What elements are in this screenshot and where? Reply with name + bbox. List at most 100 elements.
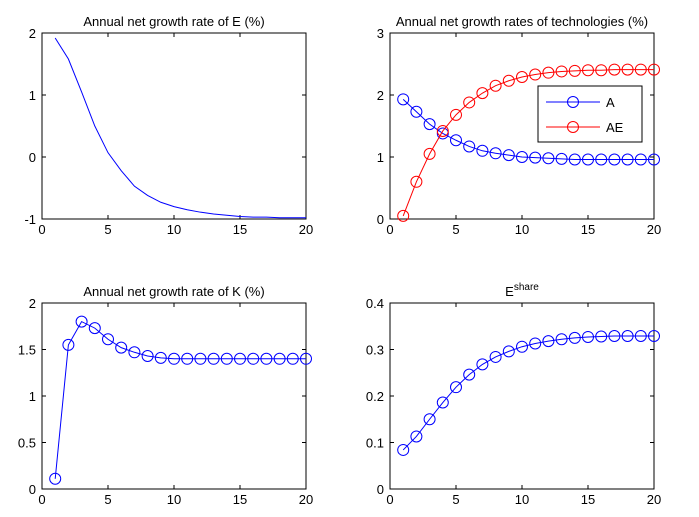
data-point (634, 153, 647, 166)
data-point (154, 351, 167, 364)
data-point (194, 352, 207, 365)
data-point (75, 315, 88, 328)
data-point (423, 118, 436, 131)
data-point (450, 108, 462, 121)
x-tick-label: 20 (299, 492, 313, 507)
data-point (542, 66, 555, 79)
y-tick-label: 0 (377, 212, 384, 227)
x-tick-label: 10 (167, 492, 181, 507)
data-point (608, 153, 621, 166)
y-tick-label: 1 (377, 150, 384, 165)
x-tick-label: 0 (386, 492, 393, 507)
data-point (397, 93, 410, 106)
data-point (529, 337, 542, 350)
data-point (463, 140, 476, 153)
data-point (247, 352, 260, 365)
series-line (54, 37, 306, 219)
subplot-e-share: Eshare 0 5 10 15 20 0 0.1 0.2 0.3 0.4 (366, 282, 661, 507)
data-point (621, 63, 634, 76)
x-tick-label: 5 (452, 222, 459, 237)
data-point (49, 472, 62, 485)
data-point (423, 147, 436, 160)
data-point (648, 63, 660, 76)
data-point (410, 105, 423, 118)
x-tick-label: 10 (515, 222, 529, 237)
x-tick-label: 0 (38, 222, 45, 237)
data-point (463, 368, 476, 381)
x-tick-label: 0 (386, 222, 393, 237)
data-point (397, 443, 410, 456)
series-line-0 (397, 330, 660, 456)
data-point (621, 330, 634, 343)
data-point (397, 209, 410, 222)
legend-marker (567, 96, 579, 108)
series-line (54, 320, 306, 479)
data-point (542, 335, 555, 348)
data-point (410, 175, 423, 188)
y-tick-label: 0.1 (366, 436, 384, 451)
subplot-k-growth: Annual net growth rate of K (%)0 5 10 15 200… (18, 284, 313, 507)
data-point (542, 152, 555, 165)
x-tick-label: 5 (104, 222, 111, 237)
data-point (273, 352, 286, 365)
plot-area (389, 302, 655, 490)
series-line-0 (54, 37, 306, 219)
data-point (220, 352, 233, 365)
data-point (141, 350, 154, 363)
y-tick-label: 2 (29, 26, 36, 41)
data-point (450, 134, 462, 147)
y-tick-label: 2 (29, 296, 36, 311)
data-point (207, 352, 220, 365)
data-point (286, 352, 299, 365)
data-point (436, 127, 449, 140)
data-point (423, 413, 436, 426)
data-point (568, 331, 581, 344)
data-point (489, 79, 502, 92)
series-A (397, 93, 660, 166)
data-point (555, 65, 568, 78)
plot-area (41, 302, 307, 490)
data-point (621, 153, 634, 166)
data-point (300, 352, 312, 365)
y-tick-label: 1 (29, 88, 36, 103)
subplot-e-growth: Annual net growth rate of E (%)0 5 10 15 20-… (24, 14, 313, 237)
y-tick-label: 1.5 (18, 343, 36, 358)
x-tick-label: 10 (167, 222, 181, 237)
data-point (648, 330, 660, 343)
data-point (489, 350, 502, 363)
series-line (402, 98, 654, 160)
x-tick-label: 10 (515, 492, 529, 507)
data-point (648, 153, 660, 166)
data-point (476, 87, 489, 100)
y-tick-label: 0 (377, 482, 384, 497)
data-point (234, 352, 246, 365)
data-point (115, 341, 128, 354)
plot-area (41, 32, 307, 220)
data-point (168, 352, 180, 365)
data-point (595, 330, 608, 343)
legend-box (537, 85, 643, 143)
data-point (502, 149, 515, 162)
x-tick-label: 5 (104, 492, 111, 507)
data-point (128, 346, 141, 359)
x-tick-label: 15 (233, 492, 247, 507)
data-point (608, 330, 621, 343)
data-point (516, 340, 528, 353)
data-point (450, 381, 462, 394)
data-point (595, 64, 608, 77)
data-point (516, 71, 528, 84)
data-point (260, 352, 273, 365)
chart-title: Annual net growth rate of K (%) (83, 284, 264, 299)
y-tick-label: 1 (29, 389, 36, 404)
data-point (463, 96, 476, 109)
data-point (62, 338, 75, 351)
series-line-0 (49, 315, 312, 485)
y-tick-label: -1 (24, 212, 36, 227)
data-point (634, 63, 647, 76)
y-tick-label: 0.3 (366, 343, 384, 358)
y-tick-label: 2 (377, 88, 384, 103)
x-tick-label: 5 (452, 492, 459, 507)
subplot-technologies-growth: Annual net growth rates of technologies … (377, 14, 661, 237)
legend-marker (567, 121, 579, 133)
